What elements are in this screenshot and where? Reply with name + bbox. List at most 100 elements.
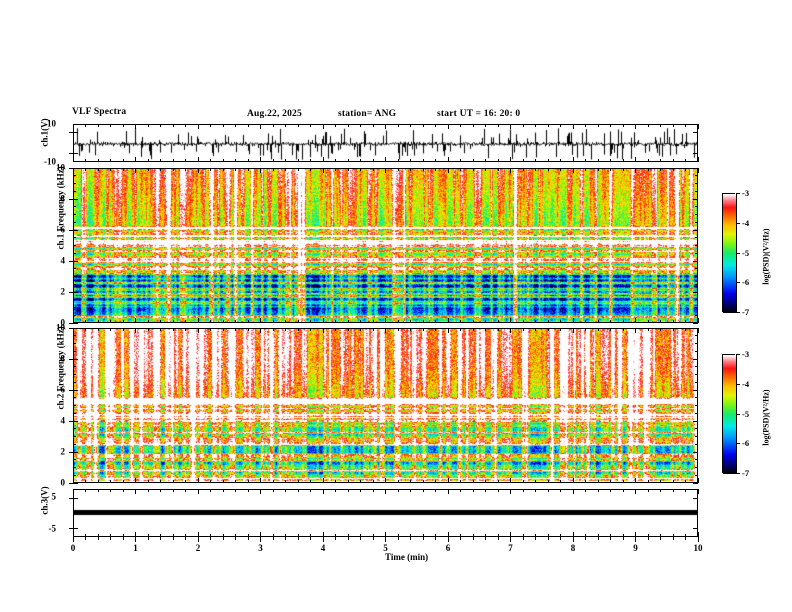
x-tick-major — [385, 489, 386, 494]
x-tick-major — [197, 157, 199, 162]
x-tick-major — [447, 124, 449, 129]
x-tick-minor — [435, 124, 436, 127]
x-tick-minor — [110, 534, 111, 537]
x-tick-minor — [585, 168, 586, 171]
x-tick-minor — [160, 328, 161, 331]
x-tick-major — [72, 318, 74, 323]
x-tick-major — [135, 318, 136, 323]
x-tick-major — [322, 318, 324, 323]
y-tick-minor — [73, 343, 76, 344]
y-tick-minor — [695, 374, 698, 375]
x-tick-minor — [210, 534, 211, 537]
y-tick-minor — [695, 183, 698, 184]
x-tick-minor — [422, 159, 424, 162]
x-tick-minor — [660, 534, 661, 537]
y-tick-label: 0 — [60, 317, 66, 328]
x-tick-major — [572, 157, 574, 162]
x-tick-major — [135, 124, 136, 129]
x-tick-minor — [285, 159, 286, 162]
x-tick-minor — [185, 537, 186, 540]
x-tick-minor — [172, 328, 174, 331]
x-tick-minor — [185, 480, 186, 483]
x-tick-major — [697, 478, 699, 483]
y-tick-minor — [73, 268, 76, 270]
x-tick-minor — [485, 328, 486, 331]
x-tick-major — [260, 537, 261, 542]
x-tick-major — [635, 157, 636, 162]
x-tick-minor — [347, 480, 349, 483]
y-tick-major — [73, 167, 78, 169]
x-tick-minor — [360, 320, 361, 323]
x-tick-minor — [422, 480, 424, 483]
x-tick-minor — [372, 534, 374, 537]
x-tick-minor — [535, 328, 536, 331]
x-tick-minor — [310, 534, 311, 537]
x-tick-minor — [372, 480, 374, 483]
x-tick-minor — [522, 328, 524, 331]
x-tick-minor — [172, 159, 174, 162]
x-tick-minor — [222, 320, 224, 323]
x-tick-minor — [122, 320, 124, 323]
x-tick-minor — [560, 168, 561, 171]
x-tick-minor — [335, 480, 336, 483]
x-tick-minor — [685, 489, 686, 492]
y-tick-major — [73, 358, 78, 360]
x-tick-minor — [335, 489, 336, 492]
x-tick-major — [385, 318, 386, 323]
y-tick-minor — [73, 237, 76, 239]
x-tick-major — [697, 318, 699, 323]
x-tick-label: 6 — [445, 543, 451, 553]
x-tick-minor — [247, 480, 249, 483]
x-tick-minor — [685, 480, 686, 483]
x-tick-minor — [297, 124, 299, 127]
x-tick-minor — [185, 328, 186, 331]
x-tick-minor — [672, 328, 674, 331]
x-tick-minor — [585, 320, 586, 323]
x-tick-major — [510, 157, 511, 162]
x-tick-minor — [110, 124, 111, 127]
ch1-ytick-10: 10 — [47, 118, 56, 129]
x-tick-minor — [147, 124, 149, 127]
x-tick-minor — [372, 328, 374, 331]
x-tick-minor — [122, 159, 124, 162]
x-tick-minor — [97, 489, 99, 492]
x-tick-minor — [610, 159, 611, 162]
x-tick-minor — [85, 537, 86, 540]
colorbar-tick — [736, 383, 740, 385]
x-tick-minor — [222, 168, 224, 171]
y-tick-minor — [695, 214, 698, 215]
x-tick-minor — [410, 159, 411, 162]
x-tick-minor — [535, 480, 536, 483]
x-tick-minor — [622, 480, 624, 483]
x-tick-major — [510, 124, 511, 129]
x-tick-minor — [160, 124, 161, 127]
x-tick-minor — [247, 320, 249, 323]
x-tick-minor — [497, 534, 499, 537]
x-tick-minor — [410, 168, 411, 171]
x-tick-major — [635, 318, 636, 323]
y-tick-minor — [73, 374, 76, 375]
x-tick-minor — [472, 480, 474, 483]
x-tick-minor — [397, 320, 399, 323]
y-tick-label: 4 — [60, 255, 66, 266]
y-tick-major — [693, 451, 698, 453]
x-tick-major — [322, 328, 324, 333]
x-tick-minor — [397, 489, 399, 492]
x-tick-minor — [272, 534, 274, 537]
y-tick-major — [69, 153, 73, 155]
x-tick-minor — [622, 159, 624, 162]
x-tick-minor — [335, 168, 336, 171]
y-tick-minor — [73, 221, 76, 223]
x-tick-minor — [560, 537, 561, 540]
ch1-spectrogram-ylabel: ch.1 Frequency (kHz) — [55, 166, 66, 250]
x-tick-minor — [672, 537, 674, 540]
x-tick-minor — [422, 168, 424, 171]
x-tick-minor — [85, 159, 86, 162]
x-tick-minor — [147, 489, 149, 492]
x-tick-minor — [410, 320, 411, 323]
x-tick-major — [135, 328, 136, 333]
x-tick-minor — [585, 124, 586, 127]
x-tick-minor — [622, 489, 624, 492]
y-tick-major — [69, 198, 73, 200]
colorbar-tick-label: -5 — [742, 408, 750, 419]
